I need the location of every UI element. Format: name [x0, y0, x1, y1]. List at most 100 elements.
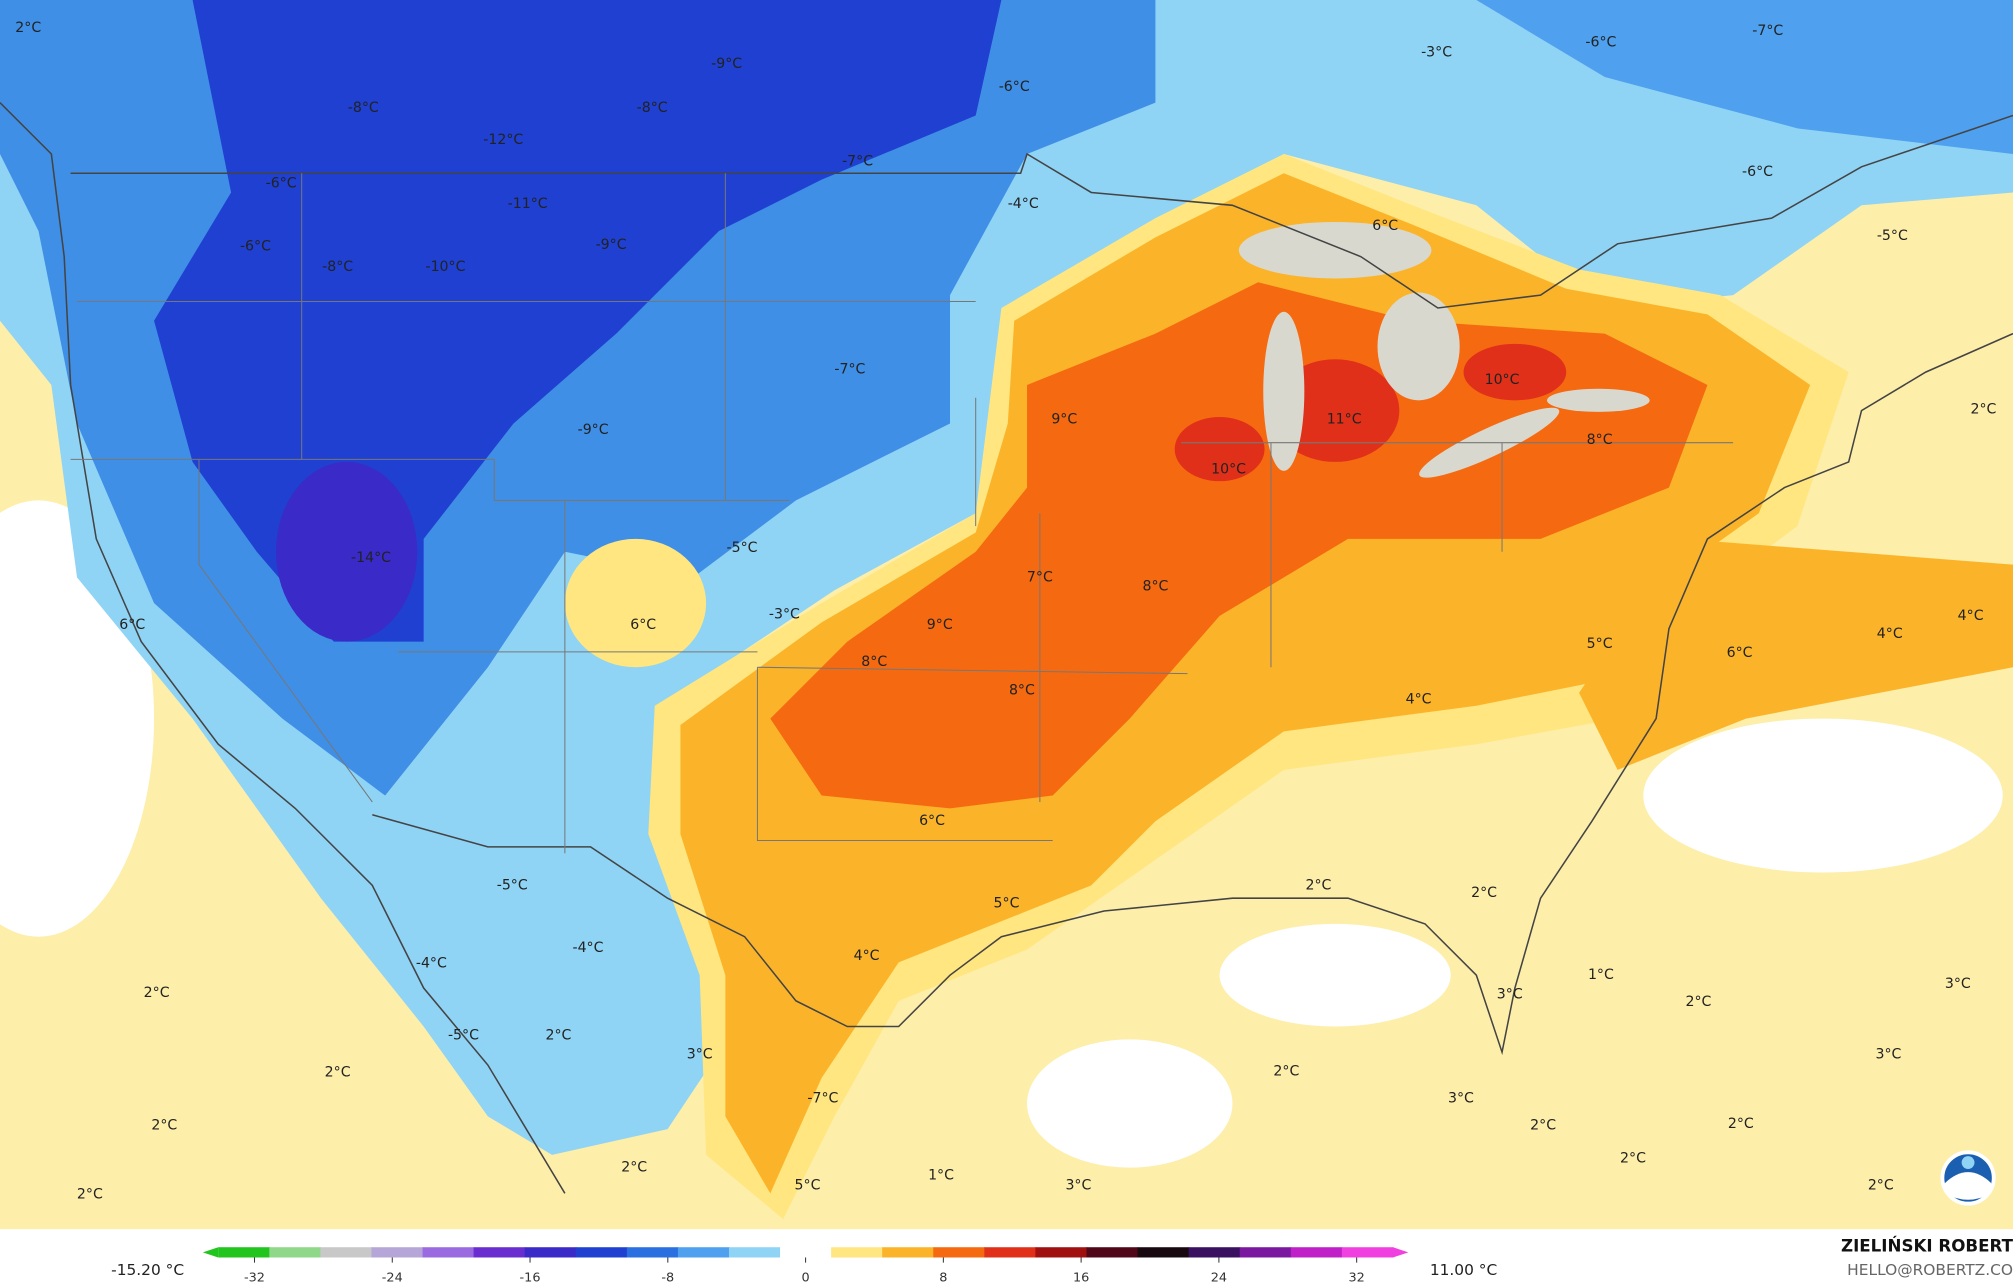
temp-label: 6°C	[1372, 218, 1398, 234]
temp-label: 3°C	[1876, 1047, 1902, 1063]
colorbar-segment	[780, 1247, 832, 1258]
temp-label: -14°C	[351, 550, 391, 566]
temp-label: 11°C	[1327, 412, 1362, 428]
temp-label: -7°C	[834, 362, 865, 378]
colorbar-segment	[677, 1247, 730, 1258]
noaa-logo	[1940, 1150, 1996, 1206]
colorbar-segment	[1239, 1247, 1292, 1258]
colorbar-segment	[269, 1247, 322, 1258]
temp-label: 2°C	[1971, 401, 1997, 417]
temp-label: 8°C	[861, 654, 887, 670]
temp-label: 2°C	[1306, 877, 1332, 893]
temp-label: 9°C	[1051, 412, 1077, 428]
max-label: 11.00 °C	[1430, 1261, 1497, 1279]
colorbar-tick-label: -8	[661, 1271, 674, 1286]
temp-label: -7°C	[842, 154, 873, 170]
colorbar-segment	[1341, 1247, 1394, 1258]
colorbar-segment	[1290, 1247, 1343, 1258]
credit-contact: HELLO@ROBERTZ.CO	[1847, 1261, 2013, 1279]
temp-label: 3°C	[1945, 976, 1971, 992]
temp-label: 2°C	[1471, 885, 1497, 901]
temp-label: 3°C	[1448, 1090, 1474, 1106]
temp-label: -9°C	[711, 56, 742, 72]
temp-label: 4°C	[1406, 691, 1432, 707]
temp-label: 8°C	[1142, 578, 1168, 594]
colorbar-end	[1392, 1247, 1409, 1258]
temp-label: 2°C	[15, 20, 41, 36]
temp-label: 10°C	[1211, 462, 1246, 478]
colorbar-segment	[575, 1247, 628, 1258]
colorbar-tick-label: -24	[382, 1271, 403, 1286]
colorbar-segment	[218, 1247, 270, 1258]
temp-label: 1°C	[1588, 967, 1614, 983]
temp-label: 3°C	[1065, 1178, 1091, 1194]
colorbar-segment	[933, 1247, 985, 1258]
temp-label: -3°C	[1421, 45, 1452, 61]
temp-label: 4°C	[854, 948, 880, 964]
state-lines	[70, 173, 1734, 854]
temp-label: 2°C	[1273, 1063, 1299, 1079]
temp-label: 2°C	[546, 1028, 572, 1044]
temp-label: 2°C	[151, 1117, 177, 1133]
temp-label: 1°C	[928, 1167, 954, 1183]
temp-label: 4°C	[1958, 608, 1984, 624]
temp-label: -7°C	[1752, 23, 1783, 39]
temp-label: 8°C	[1009, 682, 1035, 698]
colorbar-segment	[984, 1247, 1037, 1258]
colorbar-segment	[831, 1247, 883, 1258]
temp-label: -6°C	[240, 238, 271, 254]
min-label: -15.20 °C	[111, 1261, 184, 1279]
temp-label: 5°C	[1587, 636, 1613, 652]
colorbar-segment	[1137, 1247, 1190, 1258]
legend-bar	[0, 1229, 2013, 1287]
temp-label: -9°C	[596, 237, 627, 253]
colorbar-segment	[524, 1247, 577, 1258]
temp-label: 6°C	[119, 617, 145, 633]
credit-name: ZIELIŃSKI ROBERT	[1841, 1237, 2013, 1256]
temp-label: -4°C	[572, 940, 603, 956]
temp-label: -6°C	[999, 79, 1030, 95]
boundaries	[0, 102, 2013, 1194]
temp-label: -4°C	[416, 956, 447, 972]
colorbar-segment	[422, 1247, 475, 1258]
temp-label: -5°C	[1877, 228, 1908, 244]
colorbar-segment	[1188, 1247, 1241, 1258]
temp-label: -8°C	[348, 100, 379, 116]
colorbar-tick-label: -16	[520, 1271, 541, 1286]
temp-label: 2°C	[1728, 1116, 1754, 1132]
colorbar-tick-label: 16	[1073, 1271, 1089, 1286]
colorbar-tick-label: -32	[244, 1271, 265, 1286]
temp-label: -8°C	[322, 259, 353, 275]
colorbar-tick-label: 24	[1211, 1271, 1227, 1286]
colorbar-tick-label: 8	[939, 1271, 947, 1286]
temp-label: -11°C	[508, 196, 548, 212]
temp-label: 4°C	[1877, 626, 1903, 642]
colorbar-segment	[320, 1247, 373, 1258]
colorbar-tick-label: 32	[1348, 1271, 1364, 1286]
temp-label: -6°C	[266, 175, 297, 191]
temp-label: -9°C	[578, 422, 609, 438]
temp-label: 6°C	[919, 813, 945, 829]
temp-label: 2°C	[1620, 1151, 1646, 1167]
temperature-labels: -9°C -8°C -12°C -8°C -11°C -9°C -10°C -8°C -6°C -…	[15, 20, 1996, 1202]
temp-label: -5°C	[448, 1028, 479, 1044]
temp-label: -10°C	[425, 259, 465, 275]
temp-label: 2°C	[1686, 994, 1712, 1010]
temp-label: -7°C	[807, 1090, 838, 1106]
colorbar-segment	[473, 1247, 526, 1258]
temp-label: -8°C	[637, 100, 668, 116]
temp-label: 3°C	[1497, 986, 1523, 1002]
temp-label: 9°C	[927, 617, 953, 633]
temp-label: -4°C	[1008, 196, 1039, 212]
temp-label: 3°C	[687, 1047, 713, 1063]
temp-label: 5°C	[994, 895, 1020, 911]
temp-label: -12°C	[483, 132, 523, 148]
temp-label: 5°C	[795, 1178, 821, 1194]
colorbar-segment	[882, 1247, 934, 1258]
colorbar-segment	[728, 1247, 781, 1258]
temp-label: 8°C	[1587, 432, 1613, 448]
temp-label: 7°C	[1027, 569, 1053, 585]
temp-label: 2°C	[325, 1065, 351, 1081]
colorbar-segment	[1035, 1247, 1088, 1258]
